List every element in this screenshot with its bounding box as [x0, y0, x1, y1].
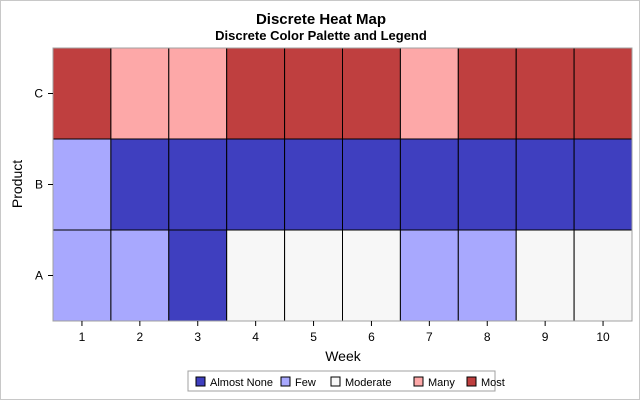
y-axis-label: Product — [9, 160, 25, 208]
y-tick-label: A — [35, 269, 43, 283]
legend-swatch — [195, 376, 206, 387]
heatmap-cell-C-10 — [573, 47, 633, 140]
heatmap-cell-B-7 — [399, 138, 459, 231]
heatmap-cell-A-1 — [52, 229, 112, 322]
x-axis-label: Week — [325, 348, 362, 364]
legend-label: Most — [481, 377, 505, 389]
heatmap-cell-C-8 — [457, 47, 517, 140]
x-tick-label: 8 — [484, 330, 491, 344]
y-tick-label: B — [35, 178, 43, 192]
y-tick-label: C — [34, 87, 43, 101]
x-tick-label: 9 — [542, 330, 549, 344]
heatmap-cell-C-4 — [226, 47, 286, 140]
heatmap-cell-A-5 — [284, 229, 344, 322]
x-tick-label: 10 — [596, 330, 610, 344]
heatmap-cell-B-2 — [110, 138, 170, 231]
heatmap-cell-A-4 — [226, 229, 286, 322]
heatmap-cell-A-3 — [168, 229, 228, 322]
legend-label: Moderate — [345, 377, 391, 389]
heatmap-cell-C-1 — [52, 47, 112, 140]
heatmap-cell-B-1 — [52, 138, 112, 231]
chart-title: Discrete Heat Map — [256, 11, 386, 28]
legend-swatch — [330, 376, 341, 387]
heatmap-cell-A-8 — [457, 229, 517, 322]
heatmap-cell-B-9 — [515, 138, 575, 231]
heatmap-cell-A-9 — [515, 229, 575, 322]
heatmap-cell-C-2 — [110, 47, 170, 140]
chart-subtitle: Discrete Color Palette and Legend — [215, 28, 427, 43]
y-axis: A B C — [34, 87, 53, 283]
heatmap-cell-A-7 — [399, 229, 459, 322]
heatmap-cell-B-8 — [457, 138, 517, 231]
heatmap-cell-C-9 — [515, 47, 575, 140]
heatmap-cell-C-7 — [399, 47, 459, 140]
heatmap-cell-B-6 — [342, 138, 401, 231]
legend-swatch — [280, 376, 291, 387]
x-tick-label: 4 — [252, 330, 259, 344]
x-tick-label: 2 — [137, 330, 144, 344]
x-tick-label: 3 — [194, 330, 201, 344]
x-tick-label: 1 — [79, 330, 86, 344]
legend-label: Many — [428, 377, 455, 389]
heatmap-cell-A-6 — [342, 229, 401, 322]
x-tick-label: 6 — [368, 330, 375, 344]
heatmap-cell-C-3 — [168, 47, 228, 140]
x-axis: 1 2 3 4 5 6 7 8 9 10 — [79, 321, 610, 344]
legend: Almost None Few Moderate Many Most — [195, 376, 505, 389]
heatmap-cell-A-2 — [110, 229, 170, 322]
legend-swatch — [413, 376, 424, 387]
legend-label: Few — [295, 377, 316, 389]
legend-swatch — [466, 376, 477, 387]
heatmap-cell-B-4 — [226, 138, 286, 231]
x-tick-label: 5 — [310, 330, 317, 344]
heatmap-cell-A-10 — [573, 229, 633, 322]
heatmap-cell-C-6 — [342, 47, 401, 140]
heatmap-cell-B-5 — [284, 138, 344, 231]
x-tick-label: 7 — [426, 330, 433, 344]
heatmap-cells — [52, 47, 633, 322]
heatmap-cell-B-10 — [573, 138, 633, 231]
heatmap-cell-C-5 — [284, 47, 344, 140]
heatmap-cell-B-3 — [168, 138, 228, 231]
legend-label: Almost None — [210, 377, 273, 389]
